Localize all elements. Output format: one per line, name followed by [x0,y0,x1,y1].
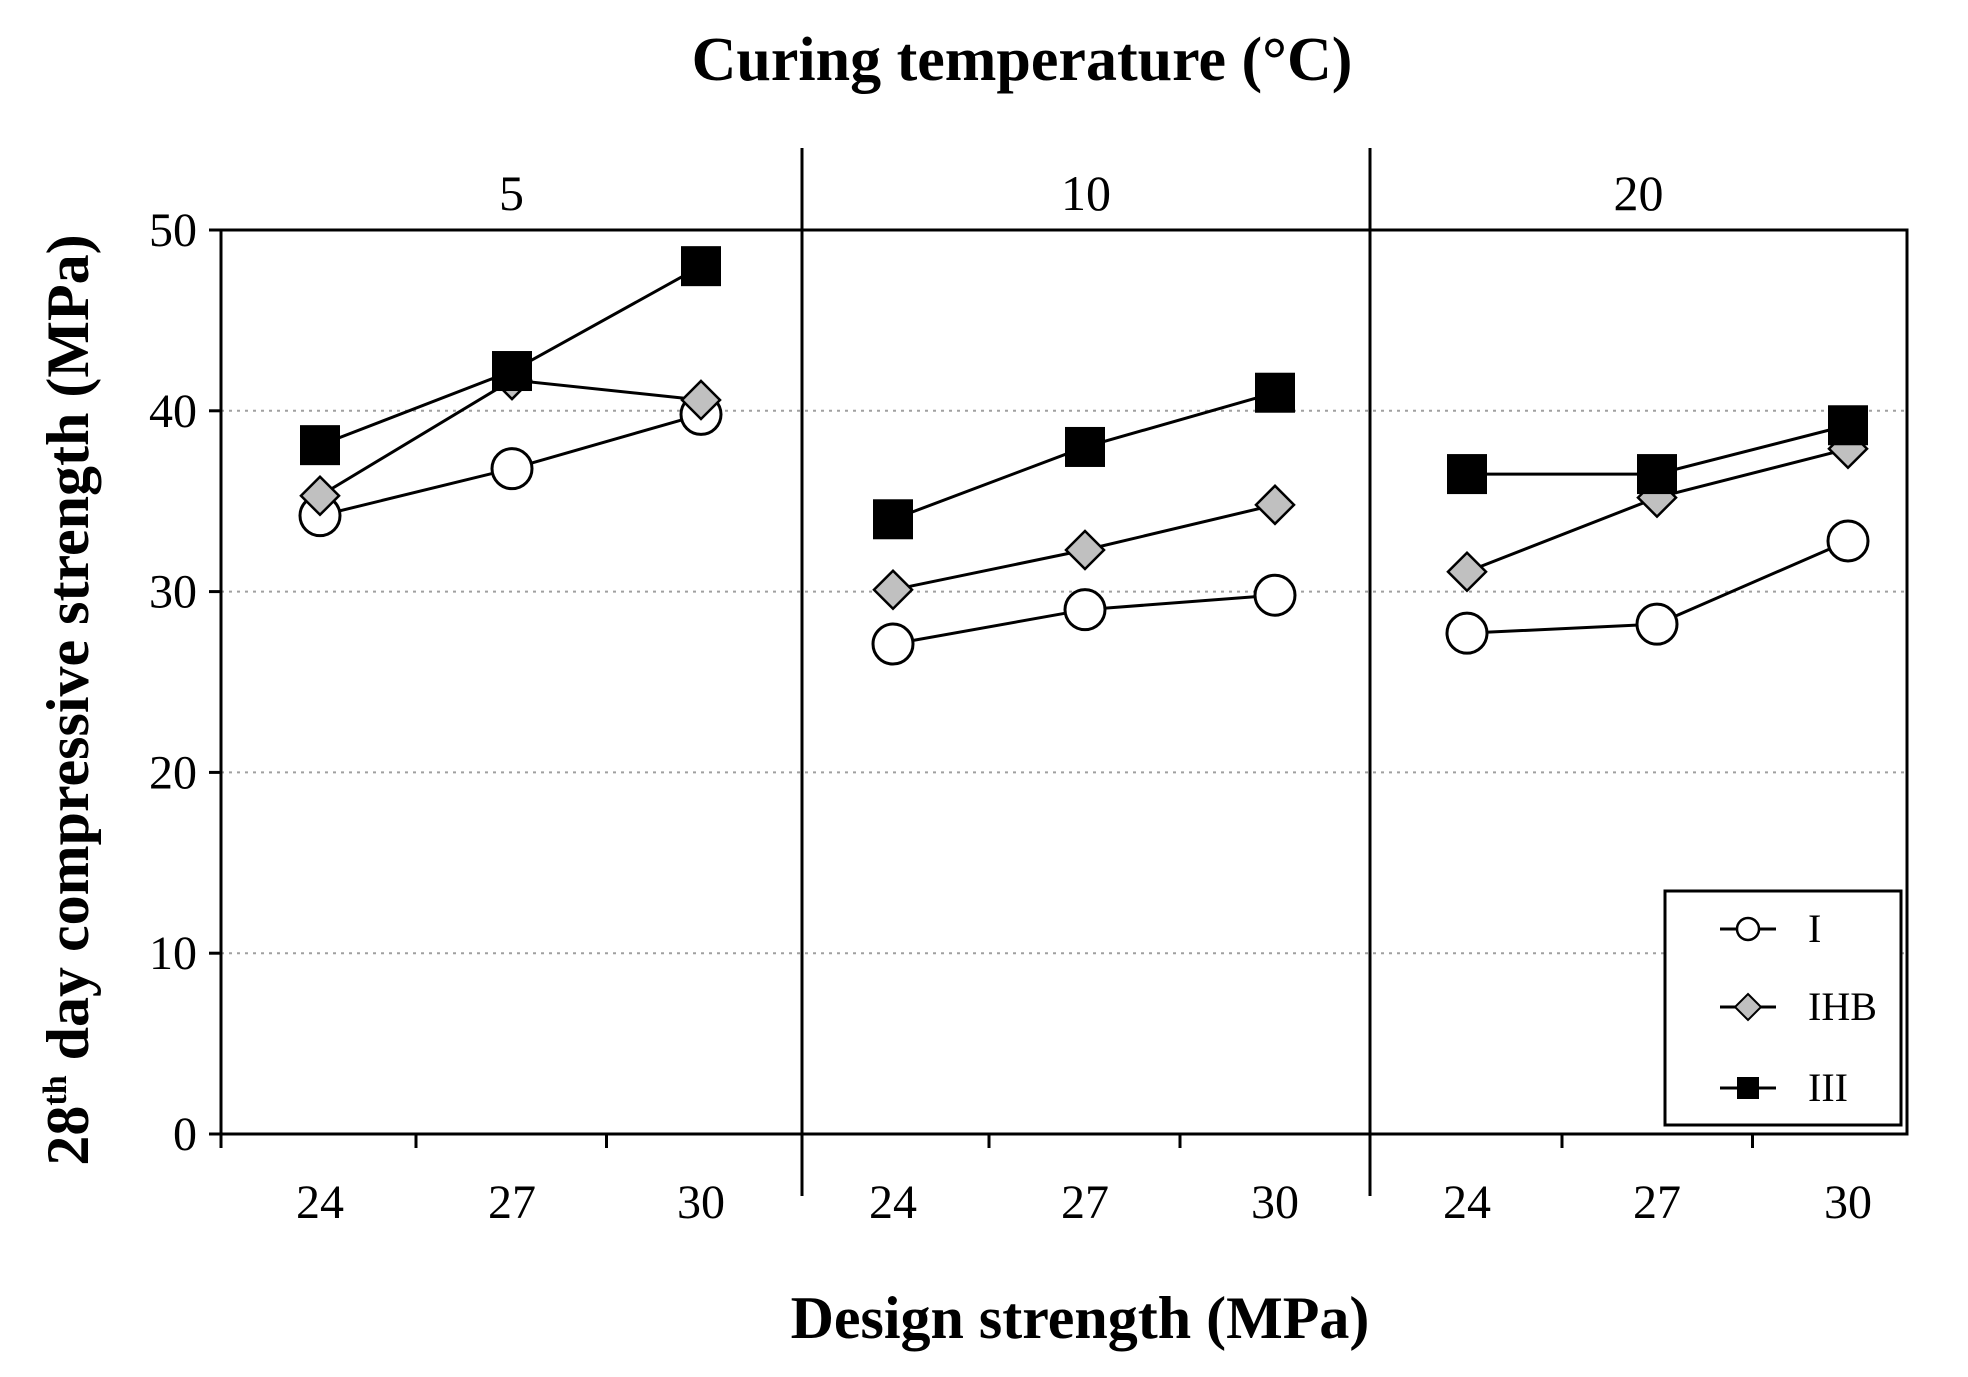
grid-lines [221,409,1907,955]
legend: I IHB III [1663,889,1903,1127]
y-tick-label: 50 [149,204,197,257]
series [298,246,1870,666]
point-ihb [872,569,914,611]
y-tick-label: 20 [149,746,197,799]
point-i [1826,519,1870,563]
y-axis: 0 10 20 30 40 50 [149,204,221,1161]
point-iii [492,351,532,392]
panel-header: 10 [1061,165,1111,221]
point-i [1635,602,1679,646]
y-axis-label: 28th day compressive strength (MPa) [35,234,101,1165]
x-tick-label: 30 [677,1176,725,1229]
y-tick-label: 0 [173,1108,197,1161]
x-tick-label: 24 [1443,1176,1491,1229]
point-ihb [299,475,341,517]
legend-label-i: I [1808,906,1821,951]
legend-item-ihb: IHB [1720,984,1877,1029]
y-tick-label: 40 [149,385,197,438]
x-tick-label: 27 [1633,1176,1681,1229]
point-iii [681,246,721,287]
point-iii [1065,426,1105,467]
x-tick-label: 30 [1251,1176,1299,1229]
panel-header: 5 [499,165,524,221]
y-tick-label: 10 [149,927,197,980]
point-iii [1637,454,1677,495]
point-iii [1255,372,1295,413]
point-iii [1447,454,1487,495]
point-i [871,622,915,666]
filled-square-icon [1737,1077,1759,1099]
chart-title: Curing temperature (°C) [692,26,1353,94]
point-i [1253,573,1297,617]
point-i [1063,588,1107,632]
legend-label-iii: III [1808,1065,1848,1110]
x-tick-label: 27 [1061,1176,1109,1229]
point-ihb [1254,484,1296,526]
plot-frame [219,228,1909,1136]
legend-item-iii: III [1720,1065,1848,1110]
legend-item-i: I [1720,906,1821,951]
x-axis-label: Design strength (MPa) [791,1285,1370,1351]
legend-box [1663,889,1903,1127]
point-ihb [1446,550,1488,593]
x-tick-label: 24 [869,1176,917,1229]
point-iii [873,499,913,540]
panels: 5 24 27 30 10 24 27 30 20 24 27 30 [219,165,1872,1229]
y-tick-label: 30 [149,566,197,619]
x-tick-label: 24 [296,1176,344,1229]
x-tick-label: 30 [1824,1176,1872,1229]
panel-header: 20 [1614,165,1664,221]
point-i [1445,611,1489,655]
gray-diamond-icon [1733,992,1763,1022]
point-iii [1828,405,1868,446]
point-iii [300,425,340,466]
legend-label-ihb: IHB [1808,984,1877,1029]
open-circle-icon [1735,916,1761,942]
x-tick-label: 27 [488,1176,536,1229]
point-i [490,447,534,491]
point-ihb [1064,529,1106,571]
point-ihb [680,379,722,421]
